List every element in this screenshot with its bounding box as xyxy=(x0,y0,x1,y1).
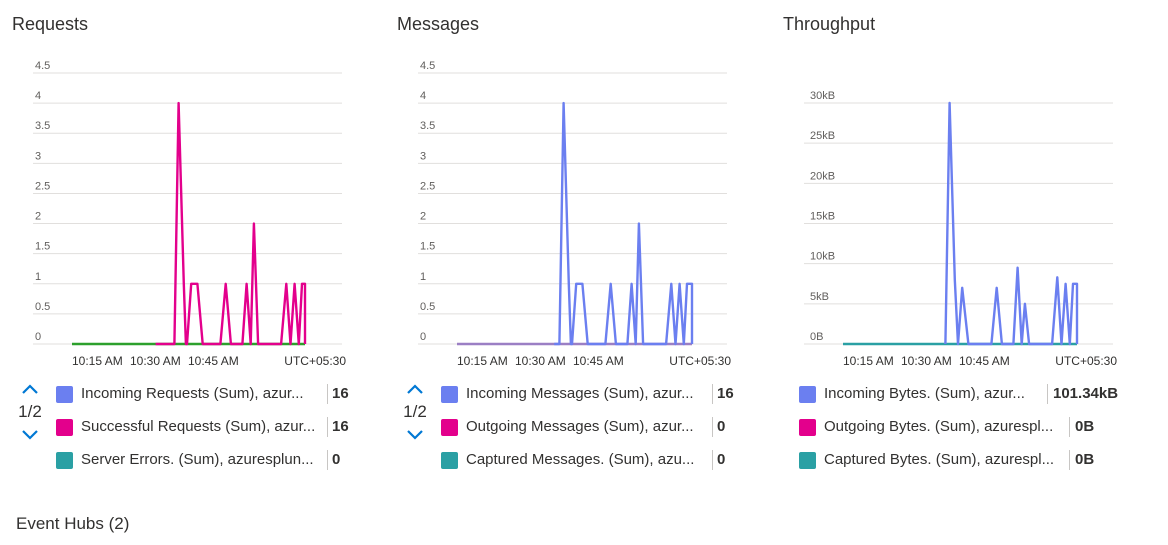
chevron-down-icon[interactable] xyxy=(397,426,433,444)
y-tick-label: 1 xyxy=(420,271,426,283)
legend-divider xyxy=(327,450,328,470)
y-tick-label: 3 xyxy=(420,150,426,162)
legend-value: 0B xyxy=(1075,418,1095,435)
legend-swatch xyxy=(799,452,816,469)
tile-title: Messages xyxy=(397,14,480,34)
y-tick-label: 5kB xyxy=(810,291,829,303)
y-tick-label: 4.5 xyxy=(420,60,435,72)
timezone-label: UTC+05:30 xyxy=(669,354,731,368)
x-tick-label: 10:30 AM xyxy=(901,354,952,368)
legend-divider xyxy=(327,384,328,404)
series-line xyxy=(944,101,1079,346)
chevron-up-icon[interactable] xyxy=(397,380,433,398)
legend-swatch xyxy=(441,386,458,403)
legend-pager: 1/2 xyxy=(397,380,433,444)
x-tick-label: 10:15 AM xyxy=(843,354,894,368)
chevron-down-icon[interactable] xyxy=(12,426,48,444)
legend-divider xyxy=(712,450,713,470)
legend-swatch xyxy=(56,386,73,403)
pager-count: 1/2 xyxy=(403,402,427,421)
requests-chart[interactable]: 4.5 4 3.5 3 2.5 2 1.5 1 0.5 0 10:15 AM 10:30 AM 10:4… xyxy=(0,0,380,375)
legend-divider xyxy=(1069,417,1070,437)
legend-label: Outgoing Messages (Sum), azur... xyxy=(466,418,694,435)
x-tick-label: 10:30 AM xyxy=(515,354,566,368)
legend-pager: 1/2 xyxy=(12,380,48,444)
pager-count: 1/2 xyxy=(18,402,42,421)
messages-tile: Messages 4.5 4 3.5 3 2.5 2 1.5 1 0.5 0 10:15 AM 10:… xyxy=(385,0,765,490)
y-tick-label: 4 xyxy=(420,90,426,102)
y-tick-label: 30kB xyxy=(810,90,835,102)
legend-divider xyxy=(1069,450,1070,470)
x-tick-label: 10:15 AM xyxy=(457,354,508,368)
legend-divider xyxy=(327,417,328,437)
y-tick-label: 0.5 xyxy=(35,301,50,313)
y-tick-label: 3 xyxy=(35,150,41,162)
legend-value: 16 xyxy=(332,418,349,435)
y-tick-label: 0B xyxy=(810,331,823,343)
legend-label: Captured Messages. (Sum), azu... xyxy=(466,451,695,468)
x-tick-label: 10:45 AM xyxy=(573,354,624,368)
legend-swatch xyxy=(56,452,73,469)
y-tick-label: 2 xyxy=(35,211,41,223)
legend-swatch xyxy=(441,419,458,436)
x-tick-label: 10:45 AM xyxy=(959,354,1010,368)
legend-swatch xyxy=(799,419,816,436)
throughput-tile: Throughput 30kB 25kB 20kB 15kB 10kB 5kB 0B 10:1… xyxy=(771,0,1151,490)
y-tick-label: 10kB xyxy=(810,251,835,263)
legend-value: 16 xyxy=(717,385,734,402)
requests-tile: Requests 4.5 4 3.5 3 2.5 2 1.5 1 0.5 0 10:15 AM 10:… xyxy=(0,0,380,490)
timezone-label: UTC+05:30 xyxy=(1055,354,1117,368)
legend-swatch xyxy=(441,452,458,469)
chevron-up-icon[interactable] xyxy=(12,380,48,398)
y-tick-label: 2 xyxy=(420,211,426,223)
y-tick-label: 0.5 xyxy=(420,301,435,313)
series-line xyxy=(155,101,307,346)
y-tick-label: 25kB xyxy=(810,130,835,142)
legend-label: Outgoing Bytes. (Sum), azurespl... xyxy=(824,418,1054,435)
y-tick-label: 1.5 xyxy=(35,241,50,253)
legend-label: Incoming Requests (Sum), azur... xyxy=(81,385,304,402)
y-tick-label: 0 xyxy=(420,331,426,343)
legend-value: 16 xyxy=(332,385,349,402)
y-tick-label: 20kB xyxy=(810,170,835,182)
throughput-chart[interactable]: 30kB 25kB 20kB 15kB 10kB 5kB 0B 10:15 AM 10:30 A… xyxy=(771,0,1151,375)
y-tick-label: 3.5 xyxy=(420,120,435,132)
tile-title: Throughput xyxy=(783,14,876,34)
y-tick-label: 1 xyxy=(35,271,41,283)
legend-label: Server Errors. (Sum), azuresplun... xyxy=(81,451,314,468)
y-tick-label: 2.5 xyxy=(35,180,50,192)
y-tick-label: 0 xyxy=(35,331,41,343)
x-tick-label: 10:30 AM xyxy=(130,354,181,368)
legend-label: Incoming Messages (Sum), azur... xyxy=(466,385,694,402)
legend-value: 0 xyxy=(332,451,341,468)
y-tick-label: 2.5 xyxy=(420,180,435,192)
x-tick-label: 10:15 AM xyxy=(72,354,123,368)
legend-divider xyxy=(1047,384,1048,404)
tile-title: Requests xyxy=(12,14,89,34)
legend-swatch xyxy=(56,419,73,436)
y-tick-label: 1.5 xyxy=(420,241,435,253)
series-line xyxy=(554,101,694,346)
legend-value: 101.34kB xyxy=(1053,385,1119,402)
legend-label: Captured Bytes. (Sum), azurespl... xyxy=(824,451,1055,468)
messages-chart[interactable]: 4.5 4 3.5 3 2.5 2 1.5 1 0.5 0 10:15 AM 10:30 AM 10:4… xyxy=(385,0,765,375)
legend-value: 0 xyxy=(717,418,726,435)
y-tick-label: 3.5 xyxy=(35,120,50,132)
legend-value: 0B xyxy=(1075,451,1095,468)
y-tick-label: 4 xyxy=(35,90,41,102)
y-tick-label: 15kB xyxy=(810,211,835,223)
legend-divider xyxy=(712,384,713,404)
legend-label: Successful Requests (Sum), azur... xyxy=(81,418,316,435)
x-tick-label: 10:45 AM xyxy=(188,354,239,368)
legend-label: Incoming Bytes. (Sum), azur... xyxy=(824,385,1025,402)
legend-swatch xyxy=(799,386,816,403)
y-tick-label: 4.5 xyxy=(35,60,50,72)
timezone-label: UTC+05:30 xyxy=(284,354,346,368)
event-hubs-heading: Event Hubs (2) xyxy=(16,514,130,533)
legend-value: 0 xyxy=(717,451,726,468)
legend-divider xyxy=(712,417,713,437)
